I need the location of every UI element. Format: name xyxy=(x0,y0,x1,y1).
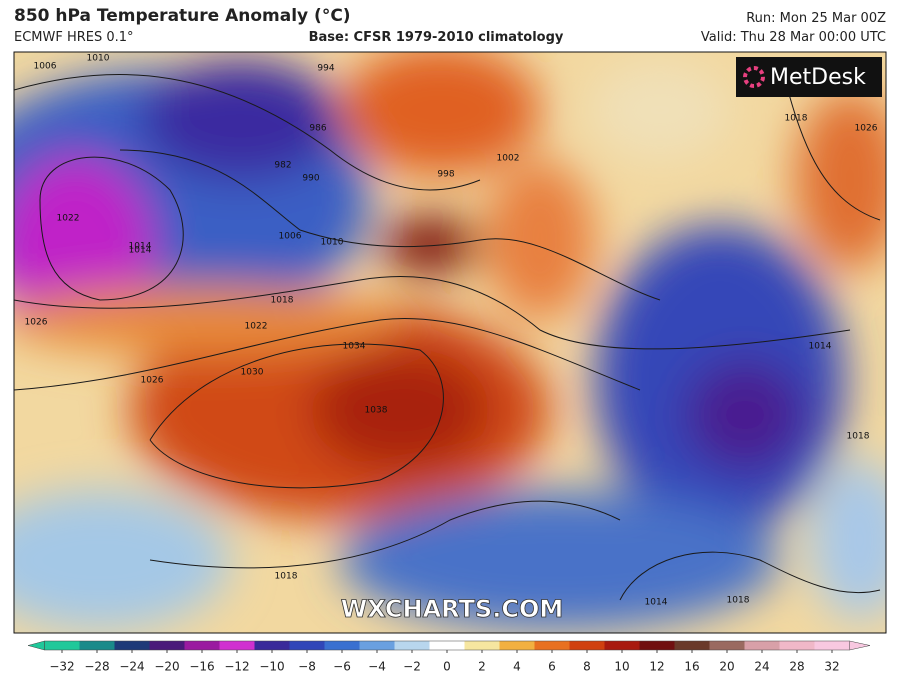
colorbar-segment xyxy=(394,641,430,650)
base: Base: CFSR 1979-2010 climatology xyxy=(309,30,564,45)
colorbar-segment xyxy=(289,641,325,650)
colorbar-label: 0 xyxy=(443,660,451,674)
run: Run: Mon 25 Mar 00Z xyxy=(746,11,886,26)
colorbar-label: −24 xyxy=(119,660,144,674)
isobar-label: 982 xyxy=(274,161,291,171)
colorbar-label: 10 xyxy=(614,660,629,674)
colorbar-segment xyxy=(569,641,605,650)
isobar-label: 1018 xyxy=(785,114,808,124)
colorbar-label: 4 xyxy=(513,660,521,674)
isobar-label: 1006 xyxy=(34,62,57,72)
colorbar-segment xyxy=(639,641,675,650)
colorbar-segment xyxy=(499,641,535,650)
colorbar-arrow-right xyxy=(849,640,871,651)
colorbar-label: 6 xyxy=(548,660,556,674)
isobar-label: 1002 xyxy=(497,154,520,164)
isobar-label: 1022 xyxy=(57,214,80,224)
colorbar-label: −16 xyxy=(189,660,214,674)
colorbar-label: −32 xyxy=(49,660,74,674)
colorbar-segment xyxy=(114,641,150,650)
isobar-label: 1006 xyxy=(279,232,302,242)
isobar-label: 1018 xyxy=(727,596,750,606)
isobar-label: 1018 xyxy=(275,572,298,582)
colorbar-segment xyxy=(79,641,115,650)
isobar-label: 1014 xyxy=(129,242,152,252)
logo: MetDesk xyxy=(770,65,866,90)
logo-box xyxy=(736,57,882,97)
isobar-label: 1018 xyxy=(847,432,870,442)
isobar-label: 1010 xyxy=(321,238,344,248)
model: ECMWF HRES 0.1° xyxy=(14,30,134,45)
isobar-label: 1034 xyxy=(343,342,366,352)
colorbar-segment xyxy=(219,641,255,650)
colorbar-segment xyxy=(324,641,360,650)
colorbar-segment xyxy=(254,641,290,650)
isobar-label: 986 xyxy=(309,124,326,134)
title: 850 hPa Temperature Anomaly (°C) xyxy=(14,6,351,26)
colorbar-label: −20 xyxy=(154,660,179,674)
colorbar-label: 2 xyxy=(478,660,486,674)
colorbar-segment xyxy=(149,641,185,650)
map: 1006 1010 994 986 982 990 998 1002 1006 … xyxy=(14,52,886,633)
colorbar-label: −28 xyxy=(84,660,109,674)
colorbar-label: 16 xyxy=(684,660,699,674)
colorbar-label: −4 xyxy=(368,660,386,674)
colorbar-segment xyxy=(464,641,500,650)
colorbar-label: −2 xyxy=(403,660,421,674)
isobar-label: 1030 xyxy=(241,368,264,378)
colorbar-label: 28 xyxy=(789,660,804,674)
colorbar-segment xyxy=(779,641,815,650)
watermark: WXCHARTS.COM xyxy=(341,595,563,623)
colorbar-arrow-left xyxy=(27,640,45,651)
colorbar-segment xyxy=(184,641,220,650)
colorbar-segment xyxy=(814,641,850,650)
colorbar-label: −6 xyxy=(333,660,351,674)
colorbar-label: 12 xyxy=(649,660,664,674)
colorbar-segment xyxy=(674,641,710,650)
isobar-labels: 1006 1010 994 986 982 990 998 1002 1006 … xyxy=(25,54,878,608)
colorbar-label: −8 xyxy=(298,660,316,674)
colorbar-segment xyxy=(709,641,745,650)
isobar-label: 998 xyxy=(437,170,454,180)
isobar-label: 1026 xyxy=(25,318,48,328)
isobar-label: 1026 xyxy=(855,124,878,134)
isobar-label: 1022 xyxy=(245,322,268,332)
colorbar-segment xyxy=(429,641,465,650)
colorbar-segment xyxy=(604,641,640,650)
colorbar: −32 −28 −24 −20 −16 −12 −10 −8 −6 −4 −2 0 2 4 6 8 10 12 16… xyxy=(27,640,871,674)
colorbar-label: 8 xyxy=(583,660,591,674)
isobar-label: 990 xyxy=(302,174,319,184)
isobar-label: 1014 xyxy=(809,342,832,352)
valid: Valid: Thu 28 Mar 00:00 UTC xyxy=(701,30,886,45)
colorbar-segment xyxy=(44,641,80,650)
colorbar-segment xyxy=(359,641,395,650)
colorbar-frame xyxy=(44,640,850,651)
isobar-label: 1026 xyxy=(141,376,164,386)
colorbar-label: 24 xyxy=(754,660,769,674)
isobar-label: 1018 xyxy=(271,296,294,306)
colorbar-segment xyxy=(744,641,780,650)
colorbar-label: −12 xyxy=(224,660,249,674)
isobar-label: 994 xyxy=(317,64,334,74)
isobar-label: 1010 xyxy=(87,54,110,64)
isobar-label: 1014 xyxy=(129,246,152,256)
isobar-label: 1014 xyxy=(645,598,668,608)
colorbar-segment xyxy=(534,641,570,650)
colorbar-label: −10 xyxy=(259,660,284,674)
colorbar-label: 32 xyxy=(824,660,839,674)
isobar-label: 1038 xyxy=(365,406,388,416)
colorbar-label: 20 xyxy=(719,660,734,674)
